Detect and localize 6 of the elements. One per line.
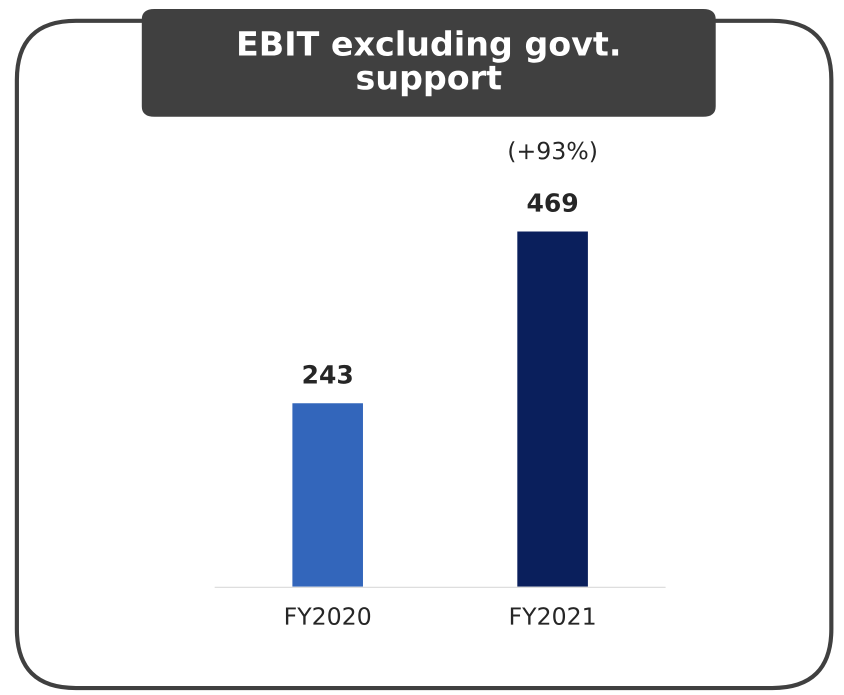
x-tick-label: FY2021 xyxy=(510,607,594,625)
chart-title: EBIT excluding govt. support xyxy=(239,30,618,96)
data-label: 469 xyxy=(528,193,578,212)
x-tick-label: FY2020 xyxy=(286,607,370,625)
annotation: (+93%) xyxy=(509,141,596,162)
data-label: 243 xyxy=(304,364,352,384)
